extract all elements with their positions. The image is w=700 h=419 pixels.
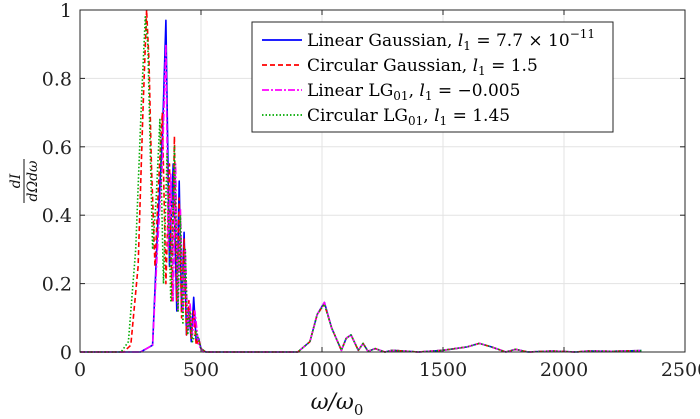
legend-box	[251, 21, 614, 133]
series-line-4	[80, 15, 642, 353]
ticks	[79, 9, 686, 353]
x-tick-label: 500	[183, 359, 219, 381]
legend: Linear Gaussian, l1 = 7.7 × 10−11 Circula…	[251, 21, 614, 133]
legend-entry-1: Linear Gaussian, l1 = 7.7 × 10−11	[307, 27, 595, 53]
legend-entry-3: Linear LG01, l1 = −0.005	[307, 81, 520, 103]
y-tick-label: 0.2	[42, 274, 72, 296]
y-tick-label: 0.8	[42, 68, 72, 90]
y-tick-label: 0.6	[42, 137, 72, 159]
x-tick-label: 1000	[298, 359, 346, 381]
y-axis-label: dI dΩdω	[8, 159, 41, 203]
series-line-3	[80, 43, 642, 353]
x-axis-label: ω/ω0	[311, 390, 364, 419]
legend-entry-2: Circular Gaussian, l1 = 1.5	[307, 56, 538, 78]
y-tick-label: 0.4	[42, 205, 72, 227]
y-axis-label-numerator: dI	[8, 173, 24, 188]
x-tick-label: 2000	[540, 359, 588, 381]
y-tick-label: 0	[60, 342, 72, 364]
x-axis-label-subscript: 0	[354, 401, 364, 419]
legend-entry-4: Circular LG01, l1 = 1.45	[307, 106, 510, 128]
y-tick-label: 1	[60, 0, 72, 22]
plot-frame	[79, 9, 686, 353]
y-axis-label-denominator: dΩdω	[25, 160, 41, 202]
x-tick-label: 1500	[419, 359, 467, 381]
x-tick-label: 0	[74, 359, 86, 381]
